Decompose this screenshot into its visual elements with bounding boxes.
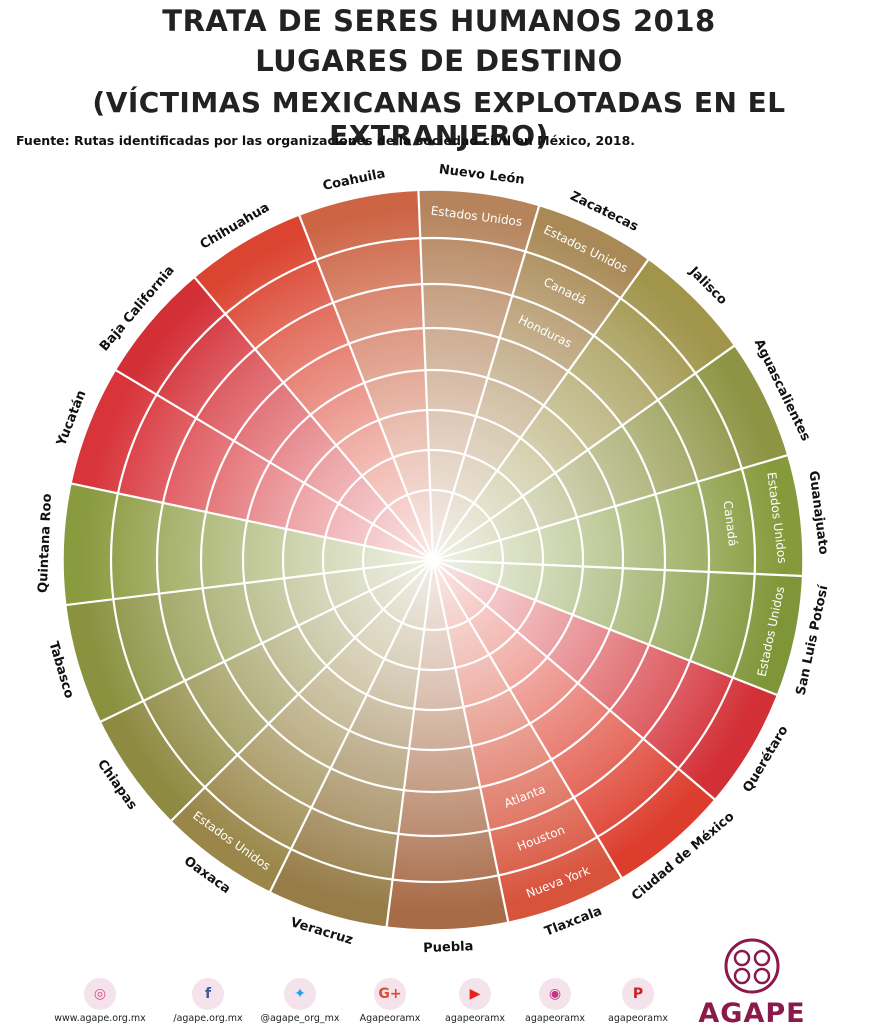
social-link-0[interactable]: ◎ www.agape.org.mx [45,972,155,1024]
agape-logo-mark-icon [724,938,780,994]
spoke [432,559,623,879]
spoke [193,276,434,561]
dribbble-icon: ◎ [84,978,116,1010]
agape-logo: AGAPE [692,932,812,1029]
ring [361,488,505,632]
state-label: Quintana Roo [36,493,55,593]
title-line-1: TRATA DE SERES HUMANOS 2018 [162,4,716,38]
ring [241,368,625,752]
spoke [70,482,434,562]
state-label: Nuevo León [438,162,525,188]
google-plus-icon: G+ [374,978,406,1010]
ring [155,282,711,838]
ring [321,448,545,672]
state-label: Puebla [423,939,474,956]
title-line-2: LUGARES DE DESTINO [255,44,623,78]
youtube-icon: ▶ [459,978,491,1010]
social-link-label: /agape.org.mx [173,1013,243,1024]
spoke [432,258,650,561]
spoke [65,558,434,607]
spoke [432,344,736,561]
social-link-label: agapeoramx [525,1013,585,1024]
ring [199,326,667,794]
social-link-label: www.agape.org.mx [54,1013,146,1024]
spoke [432,454,789,562]
destination-label: Canadá [721,500,740,547]
source-note: Fuente: Rutas identificadas por las orga… [16,133,636,148]
social-link-label: @agape_org_mx [260,1013,340,1024]
social-link-3[interactable]: G+ Agapeoramx [335,972,445,1024]
state-label: Tabasco [45,640,76,700]
spoke [170,559,434,822]
spoke [298,214,435,561]
spoke [114,369,434,561]
title-line-3: (VÍCTIMAS MEXICANAS EXPLOTADAS EN EL EXT… [92,86,786,152]
social-link-label: Agapeoramx [359,1013,421,1024]
social-footer: ◎ www.agape.org.mx f/agape.org.mx ✦ @agape_o… [0,972,878,1024]
social-link-4[interactable]: ▶ agapeoramx [420,972,530,1024]
agape-logo-text: AGAPE [698,998,806,1029]
state-label: Guanajuato [806,470,831,556]
ring [109,236,757,884]
state-label: Veracruz [289,915,355,948]
spoke [432,558,778,697]
spoke [432,559,716,801]
social-link-label: agapeoramx [608,1013,668,1024]
spoke [432,558,803,578]
state-label: Coahuila [321,166,386,194]
facebook-icon: f [192,978,224,1010]
pinterest-icon: P [622,978,654,1010]
spoke [431,205,541,561]
spoke [417,190,435,561]
spoke [99,559,434,723]
spoke [268,559,434,893]
social-link-2[interactable]: ✦ @agape_org_mx [245,972,355,1024]
social-link-1[interactable]: f/agape.org.mx [153,972,263,1024]
ring [281,408,585,712]
instagram-icon: ◉ [539,978,571,1010]
twitter-icon: ✦ [284,978,316,1010]
social-link-label: agapeoramx [445,1013,505,1024]
spoke [385,559,435,928]
ring [62,189,804,931]
spoke [431,559,510,923]
social-link-5[interactable]: ◉ agapeoramx [500,972,610,1024]
